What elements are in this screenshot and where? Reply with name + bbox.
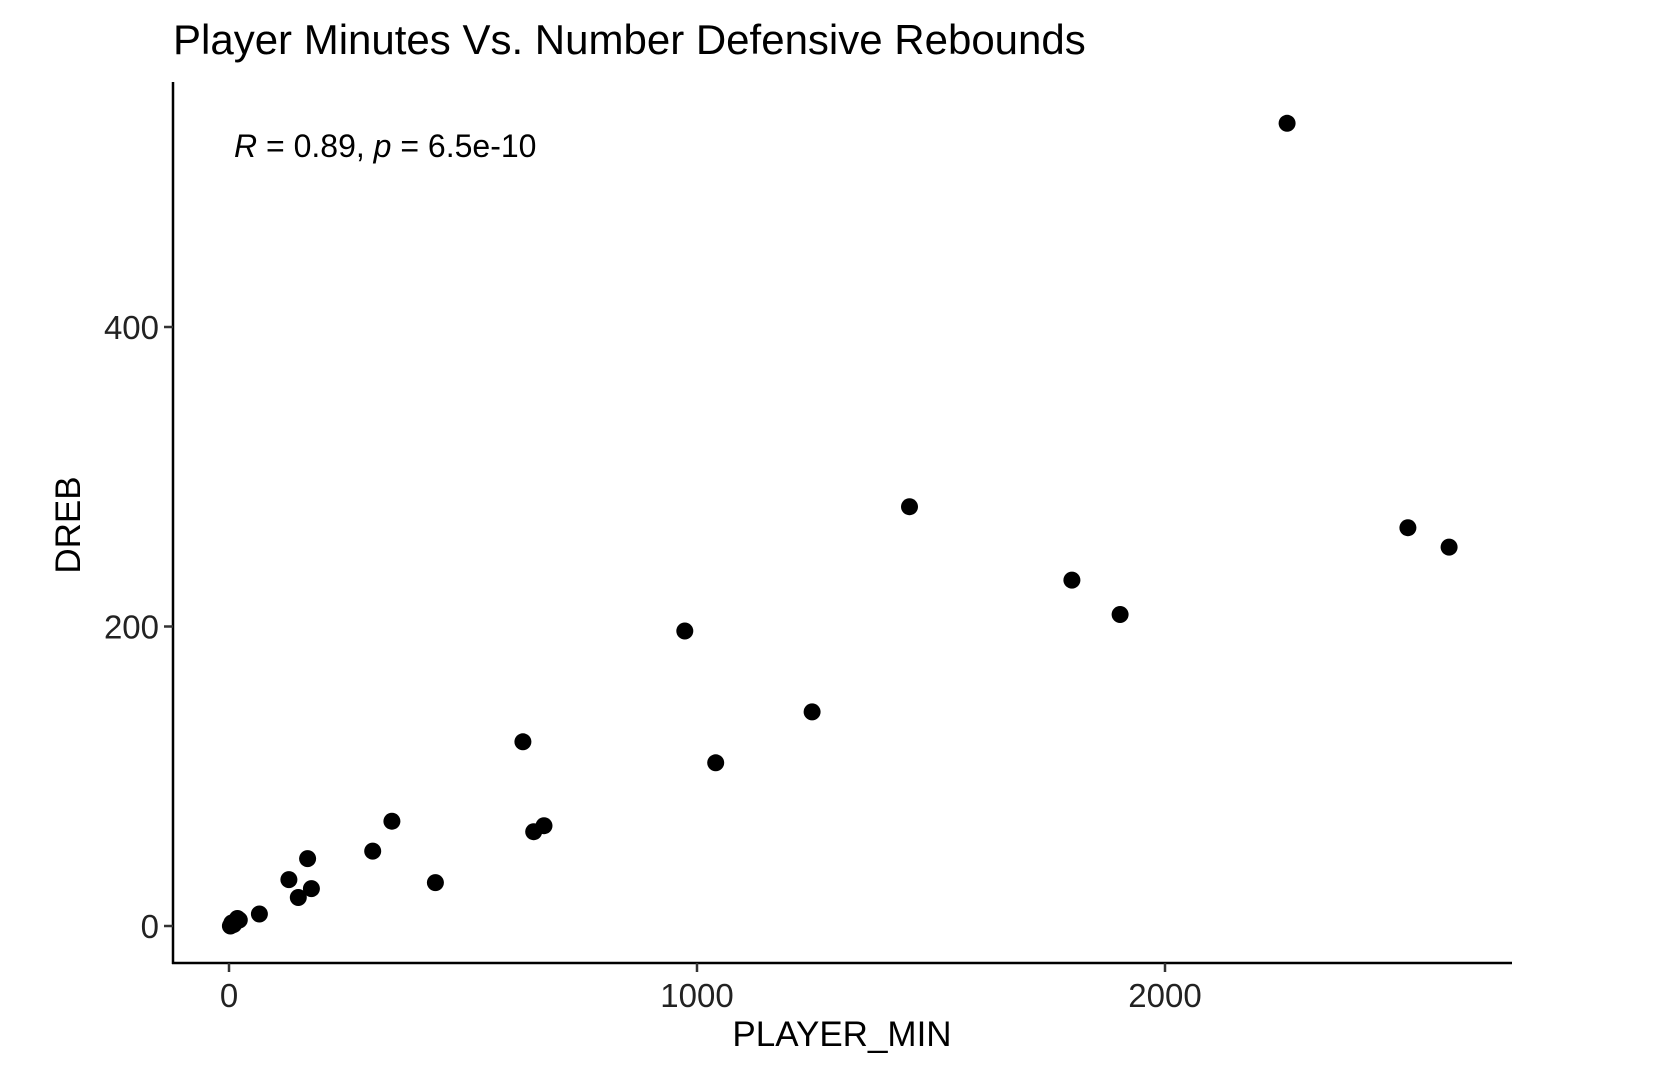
data-point-10 <box>299 850 317 868</box>
r-symbol: R <box>234 128 257 164</box>
y-tick-label-0: 0 <box>141 908 159 945</box>
data-points <box>221 114 1458 935</box>
correlation-annotation: R = 0.89, p = 6.5e-10 <box>234 128 536 164</box>
data-point-13 <box>383 812 401 830</box>
data-point-9 <box>289 889 307 906</box>
y-axis-ticks: 0 200 400 <box>104 309 173 945</box>
data-point-11 <box>302 880 320 898</box>
x-tick-label-2000: 2000 <box>1128 977 1201 1014</box>
data-point-18 <box>676 622 694 640</box>
data-point-22 <box>1063 571 1081 589</box>
y-tick-label-200: 200 <box>104 609 159 646</box>
data-point-20 <box>803 703 821 721</box>
x-axis-ticks: 0 1000 2000 <box>220 963 1202 1014</box>
chart-title: Player Minutes Vs. Number Defensive Rebo… <box>173 16 1086 63</box>
data-point-6 <box>230 911 248 929</box>
data-point-7 <box>250 905 268 923</box>
r-value: = 0.89, <box>257 128 374 164</box>
data-point-14 <box>426 874 444 892</box>
data-point-12 <box>364 842 382 860</box>
data-point-21 <box>901 498 918 516</box>
data-point-23 <box>1111 606 1129 623</box>
data-point-8 <box>280 871 298 889</box>
data-point-17 <box>535 817 553 835</box>
y-axis-title: DREB <box>49 476 88 573</box>
data-point-24 <box>1278 114 1296 132</box>
p-symbol: p <box>373 128 392 164</box>
y-tick-label-400: 400 <box>104 309 159 346</box>
x-axis-title: PLAYER_MIN <box>732 1015 951 1054</box>
data-point-19 <box>707 754 725 772</box>
data-point-15 <box>514 733 532 751</box>
p-value: = 6.5e-10 <box>391 128 536 164</box>
x-tick-label-0: 0 <box>220 977 238 1014</box>
data-point-25 <box>1399 519 1417 537</box>
x-tick-label-1000: 1000 <box>660 977 733 1014</box>
data-point-26 <box>1440 538 1458 556</box>
